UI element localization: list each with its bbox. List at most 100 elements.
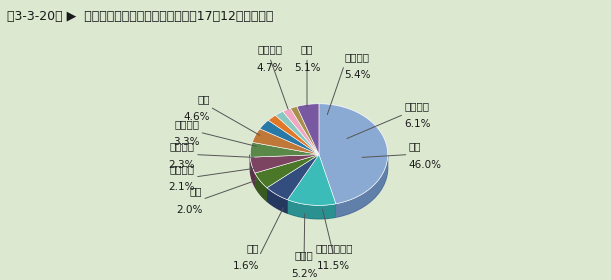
Polygon shape xyxy=(255,155,319,188)
Polygon shape xyxy=(335,204,337,217)
Polygon shape xyxy=(313,205,316,219)
Polygon shape xyxy=(364,192,365,206)
Text: 農業: 農業 xyxy=(197,94,210,104)
Polygon shape xyxy=(360,194,362,208)
Polygon shape xyxy=(312,205,313,219)
Polygon shape xyxy=(297,104,319,155)
Polygon shape xyxy=(351,199,353,213)
Text: 衛生工学: 衛生工学 xyxy=(175,119,199,129)
Polygon shape xyxy=(251,155,319,173)
Polygon shape xyxy=(353,198,355,212)
Polygon shape xyxy=(251,142,319,157)
Polygon shape xyxy=(367,190,368,204)
Polygon shape xyxy=(339,202,342,216)
Polygon shape xyxy=(326,205,329,218)
Polygon shape xyxy=(276,194,277,208)
Polygon shape xyxy=(267,155,319,200)
Polygon shape xyxy=(267,188,288,213)
Polygon shape xyxy=(378,179,379,194)
Polygon shape xyxy=(254,172,255,187)
Polygon shape xyxy=(299,203,301,217)
Polygon shape xyxy=(320,205,322,219)
Polygon shape xyxy=(273,192,274,206)
Polygon shape xyxy=(277,195,279,209)
Polygon shape xyxy=(266,187,268,202)
Polygon shape xyxy=(255,155,319,188)
Polygon shape xyxy=(324,205,326,219)
Polygon shape xyxy=(333,204,335,218)
Polygon shape xyxy=(253,169,254,184)
Polygon shape xyxy=(336,155,387,217)
Text: 5.4%: 5.4% xyxy=(345,70,371,80)
Polygon shape xyxy=(382,172,384,187)
Polygon shape xyxy=(296,202,299,216)
Polygon shape xyxy=(329,205,331,218)
Polygon shape xyxy=(362,193,364,207)
Polygon shape xyxy=(256,175,257,190)
Text: 上下水道: 上下水道 xyxy=(404,101,429,111)
Polygon shape xyxy=(370,187,371,202)
Polygon shape xyxy=(342,202,343,216)
Text: 4.6%: 4.6% xyxy=(183,112,210,122)
Polygon shape xyxy=(269,190,271,204)
Polygon shape xyxy=(288,155,336,205)
Polygon shape xyxy=(348,200,349,214)
Text: 5.1%: 5.1% xyxy=(294,63,320,73)
Polygon shape xyxy=(260,120,319,155)
Polygon shape xyxy=(319,104,387,204)
Polygon shape xyxy=(302,204,305,218)
Polygon shape xyxy=(283,198,285,212)
Polygon shape xyxy=(260,120,319,155)
Text: 応用理学: 応用理学 xyxy=(257,45,282,55)
Text: 1.6%: 1.6% xyxy=(233,261,259,271)
Polygon shape xyxy=(368,188,370,203)
Polygon shape xyxy=(380,176,381,191)
Polygon shape xyxy=(251,155,319,173)
Text: 11.5%: 11.5% xyxy=(317,261,351,271)
Polygon shape xyxy=(288,155,336,205)
Polygon shape xyxy=(379,178,380,193)
Polygon shape xyxy=(281,197,283,211)
Polygon shape xyxy=(271,191,273,205)
Polygon shape xyxy=(336,156,387,217)
Polygon shape xyxy=(307,205,309,218)
Polygon shape xyxy=(255,173,267,201)
Text: 機械: 機械 xyxy=(301,45,313,55)
Polygon shape xyxy=(290,201,293,215)
Polygon shape xyxy=(316,205,318,219)
Polygon shape xyxy=(255,173,267,201)
Polygon shape xyxy=(252,129,319,155)
Text: 情報工学: 情報工学 xyxy=(170,164,195,174)
Polygon shape xyxy=(375,183,376,198)
Polygon shape xyxy=(381,175,382,190)
Polygon shape xyxy=(373,185,375,199)
Polygon shape xyxy=(376,182,377,197)
Polygon shape xyxy=(345,201,348,215)
Polygon shape xyxy=(261,182,262,197)
Polygon shape xyxy=(255,173,256,188)
Text: 5.2%: 5.2% xyxy=(291,269,317,279)
Text: 経営工学: 経営工学 xyxy=(170,142,195,151)
Polygon shape xyxy=(318,205,320,219)
Polygon shape xyxy=(267,155,319,200)
Polygon shape xyxy=(297,104,319,155)
Polygon shape xyxy=(301,204,302,217)
Polygon shape xyxy=(276,111,319,155)
Polygon shape xyxy=(283,108,319,155)
Polygon shape xyxy=(349,199,351,213)
Polygon shape xyxy=(257,176,258,191)
Polygon shape xyxy=(274,193,276,207)
Text: その他: その他 xyxy=(295,251,313,261)
Polygon shape xyxy=(285,199,287,213)
Polygon shape xyxy=(343,201,345,215)
Text: 化学: 化学 xyxy=(190,186,202,196)
Text: 電気電子: 電気電子 xyxy=(345,52,369,62)
Polygon shape xyxy=(319,104,387,204)
Text: 建設: 建設 xyxy=(409,142,421,151)
Polygon shape xyxy=(268,188,269,203)
Polygon shape xyxy=(258,178,259,193)
Text: 金属: 金属 xyxy=(247,243,259,253)
Polygon shape xyxy=(322,205,324,219)
Polygon shape xyxy=(309,205,312,218)
Polygon shape xyxy=(251,157,255,186)
